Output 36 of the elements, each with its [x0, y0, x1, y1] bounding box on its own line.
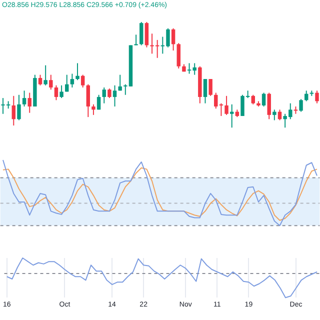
candlestick: [171, 28, 176, 52]
candlestick: [272, 109, 276, 121]
candlestick: [140, 22, 144, 46]
candlestick: [38, 74, 42, 86]
candlestick: [118, 74, 122, 92]
candlestick: [203, 78, 208, 104]
candlestick: [70, 73, 74, 88]
candlestick: [267, 92, 271, 120]
candlestick: [28, 92, 32, 114]
candlestick: [262, 92, 266, 107]
candlestick: [224, 95, 228, 116]
candlestick: [208, 78, 212, 96]
candlestick: [299, 98, 303, 112]
candlestick: [17, 94, 21, 121]
candlestick: [86, 84, 90, 118]
candlestick: [144, 22, 149, 48]
candlestick: [102, 86, 106, 104]
candlestick: [134, 34, 138, 46]
candlestick: [214, 92, 218, 110]
candlestick: [108, 88, 112, 99]
candlestick: [96, 94, 101, 110]
candlestick: [230, 104, 234, 128]
candlestick: [49, 74, 53, 90]
candlestick: [54, 84, 58, 101]
candlestick: [315, 90, 319, 104]
candlestick: [76, 62, 80, 81]
candlestick: [12, 95, 16, 126]
candlestick: [22, 90, 26, 107]
candlestick: [80, 74, 85, 88]
candlestick: [176, 42, 180, 69]
candlestick: [44, 64, 48, 86]
candlestick: [251, 94, 255, 105]
candlestick: [92, 104, 96, 116]
candlestick: [60, 84, 64, 99]
candlestick: [219, 102, 224, 116]
candlestick: [112, 84, 117, 107]
